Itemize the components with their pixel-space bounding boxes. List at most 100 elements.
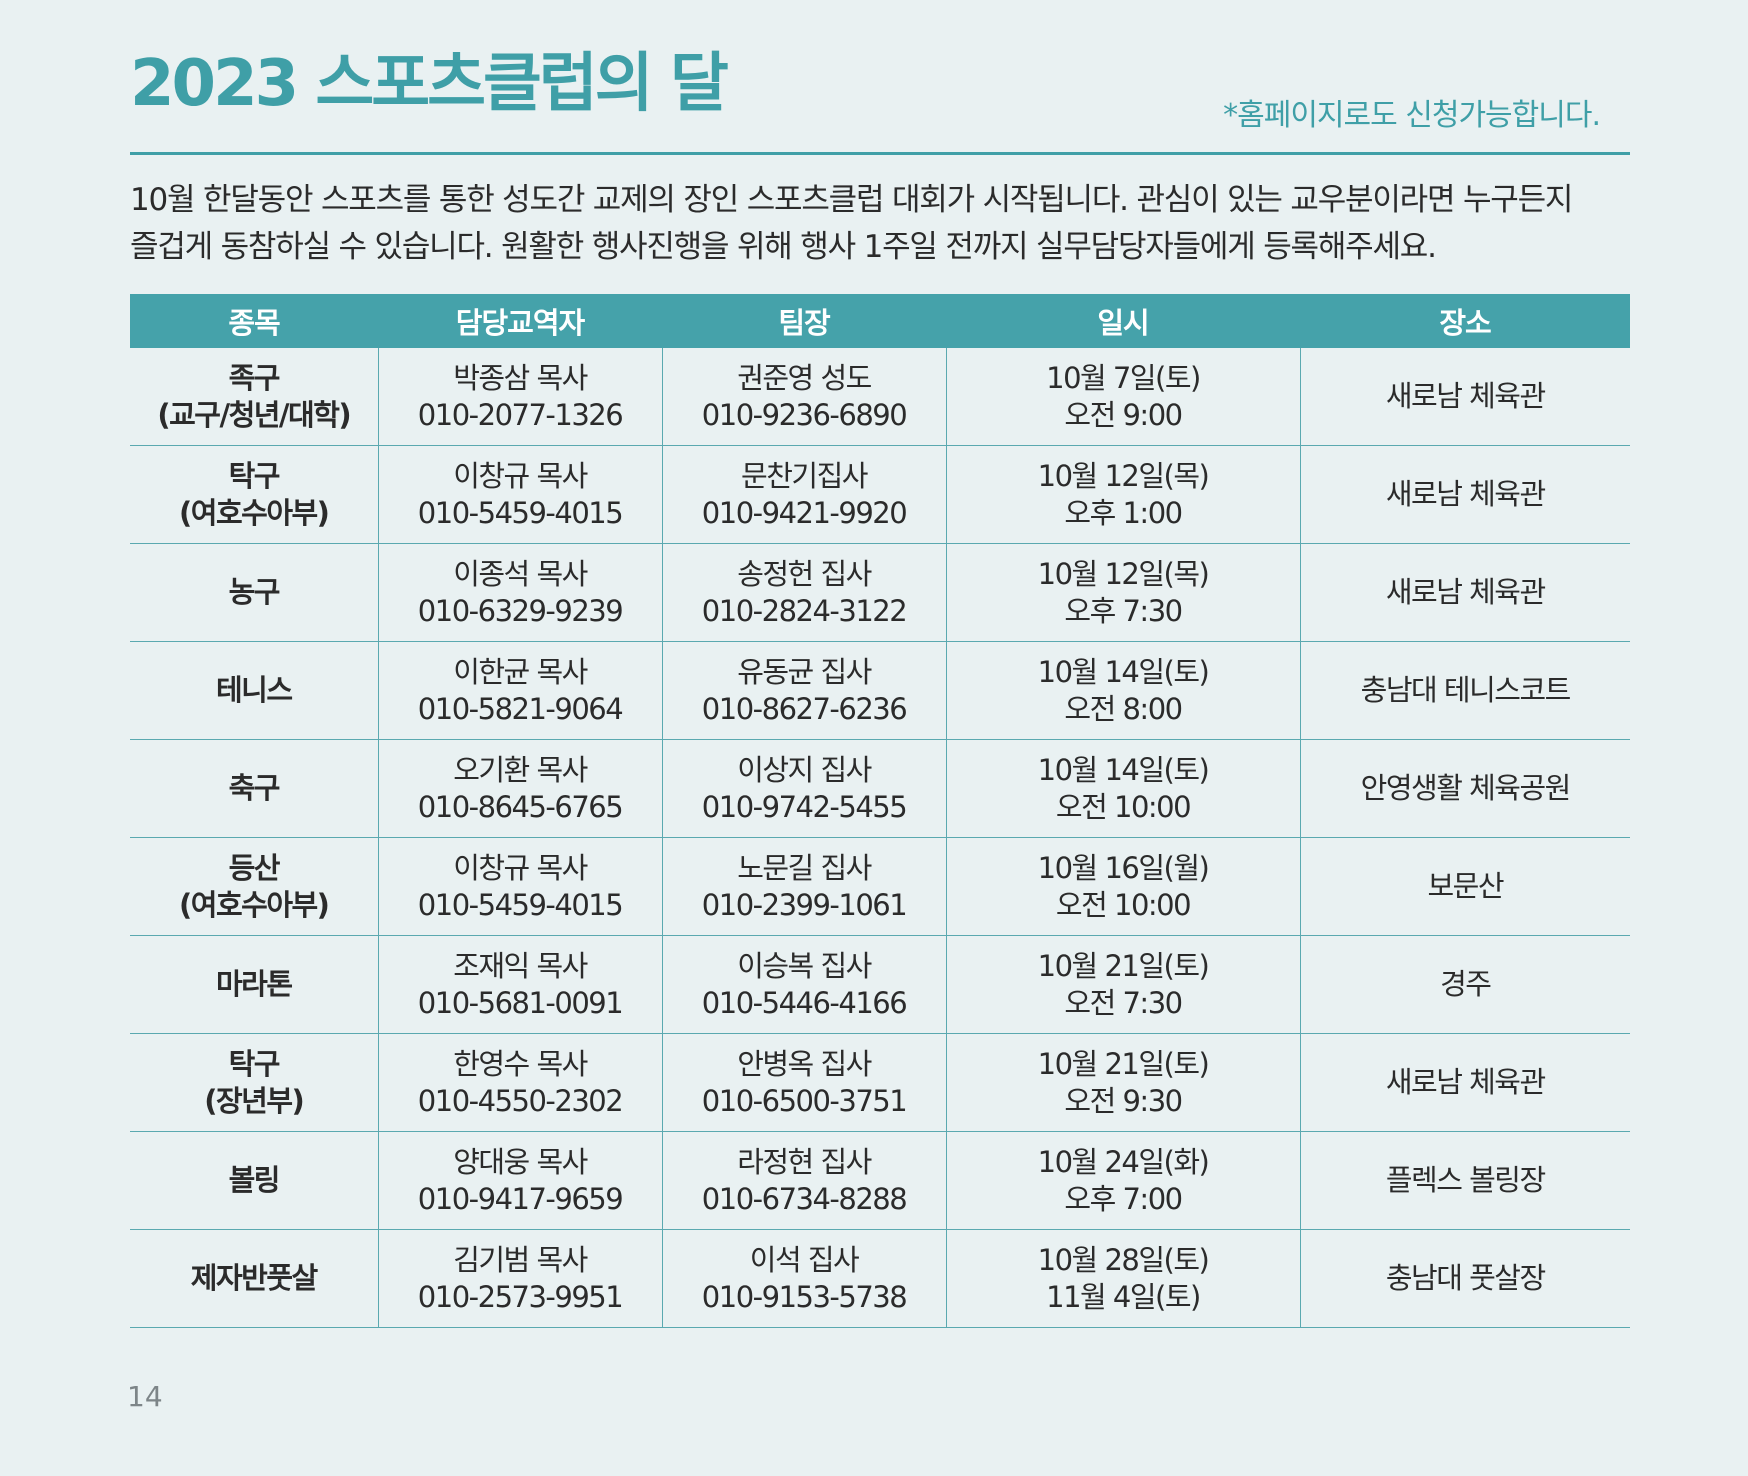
cell-datetime-line: 10월 28일(토) [1037,1242,1210,1277]
cell-place-line: 충남대 풋살장 [1385,1261,1546,1295]
cell-leader-line: 010-5446-4166 [701,985,908,1020]
cell-leader-line: 010-9153-5738 [701,1279,908,1314]
cell-pastor-line: 양대웅 목사 [453,1144,588,1179]
cell-place: 충남대 테니스코트 [1299,641,1630,740]
table-row: 탁구 (여호수아부) 이창규 목사 010-5459-4015 문찬기집사 010-942… [130,445,1630,544]
cell-pastor-line: 010-5821-9064 [417,691,624,726]
cell-place: 새로남 체육관 [1299,348,1630,446]
cell-pastor-line: 010-4550-2302 [417,1083,624,1118]
cell-pastor-line: 010-9417-9659 [417,1181,624,1216]
cell-place: 새로남 체육관 [1299,1033,1630,1132]
cell-event: 볼링 [130,1131,378,1230]
cell-leader-line: 010-6500-3751 [701,1083,908,1118]
cell-event-line: 볼링 [228,1163,281,1197]
cell-pastor-line: 010-5459-4015 [417,887,624,922]
cell-leader-line: 라정현 집사 [737,1144,872,1179]
cell-event-line: 축구 [228,771,281,805]
cell-datetime-line: 오후 7:30 [1064,593,1183,628]
schedule-table: 종목 담당교역자 팀장 일시 장소 족구 (교구/청년/대학) 박종삼 목사 010-… [130,294,1630,1328]
cell-place-line: 새로남 체육관 [1385,1065,1546,1099]
cell-pastor-line: 이종석 목사 [453,556,588,591]
cell-datetime: 10월 7일(토) 오전 9:00 [945,348,1300,446]
cell-event-line: (여호수아부) [179,495,330,530]
cell-leader-line: 노문길 집사 [737,850,872,885]
cell-pastor-line: 010-2077-1326 [417,397,624,432]
cell-datetime-line: 10월 21일(토) [1037,948,1210,983]
page-container: 2023 스포츠클럽의 달 *홈페이지로도 신청가능합니다. 10월 한달동안 … [130,0,1630,1328]
cell-event-line: 마라톤 [215,967,293,1001]
cell-pastor-line: 박종삼 목사 [453,360,588,395]
cell-pastor: 이한균 목사 010-5821-9064 [377,641,662,740]
cell-leader-line: 010-9742-5455 [701,789,908,824]
cell-place: 경주 [1299,935,1630,1034]
cell-place: 충남대 풋살장 [1299,1229,1630,1328]
cell-datetime-line: 10월 12일(목) [1037,458,1210,493]
cell-datetime-line: 10월 14일(토) [1037,752,1210,787]
cell-leader: 문찬기집사 010-9421-9920 [661,445,946,544]
cell-event: 테니스 [130,641,378,740]
cell-leader-line: 010-9421-9920 [701,495,908,530]
cell-leader-line: 010-2824-3122 [701,593,908,628]
table-row: 제자반풋살 김기범 목사 010-2573-9951 이석 집사 010-9153-57… [130,1229,1630,1328]
table-row: 축구 오기환 목사 010-8645-6765 이상지 집사 010-9742-5455… [130,739,1630,838]
cell-datetime-line: 오전 10:00 [1055,887,1192,922]
cell-place: 플렉스 볼링장 [1299,1131,1630,1230]
cell-leader: 라정현 집사 010-6734-8288 [661,1131,946,1230]
cell-event: 등산 (여호수아부) [130,837,378,936]
cell-datetime: 10월 14일(토) 오전 10:00 [945,739,1300,838]
cell-event-line: (장년부) [204,1083,305,1118]
cell-place-line: 플렉스 볼링장 [1385,1163,1546,1197]
cell-place-line: 충남대 테니스코트 [1360,673,1572,707]
cell-datetime: 10월 21일(토) 오전 7:30 [945,935,1300,1034]
table-row: 마라톤 조재익 목사 010-5681-0091 이승복 집사 010-5446-416… [130,935,1630,1034]
cell-leader-line: 010-9236-6890 [701,397,908,432]
cell-leader: 권준영 성도 010-9236-6890 [661,348,946,446]
cell-event-line: 농구 [228,575,281,609]
cell-leader-line: 안병옥 집사 [737,1046,872,1081]
cell-event-line: 테니스 [215,673,293,707]
cell-datetime-line: 오전 9:30 [1064,1083,1183,1118]
header-place: 장소 [1300,294,1630,348]
intro-line-2: 즐겁게 동참하실 수 있습니다. 원활한 행사진행을 위해 행사 1주일 전까지… [130,229,1437,265]
cell-place: 보문산 [1299,837,1630,936]
cell-datetime-line: 오전 9:00 [1064,397,1183,432]
cell-datetime-line: 오전 8:00 [1064,691,1183,726]
cell-pastor: 이창규 목사 010-5459-4015 [377,837,662,936]
cell-datetime-line: 10월 16일(월) [1037,850,1210,885]
cell-place-line: 보문산 [1427,869,1504,903]
cell-pastor: 김기범 목사 010-2573-9951 [377,1229,662,1328]
cell-datetime-line: 10월 12일(목) [1037,556,1210,591]
cell-event: 탁구 (장년부) [130,1033,378,1132]
cell-leader-line: 문찬기집사 [741,458,868,493]
cell-leader-line: 010-2399-1061 [701,887,908,922]
cell-pastor: 이창규 목사 010-5459-4015 [377,445,662,544]
cell-datetime: 10월 21일(토) 오전 9:30 [945,1033,1300,1132]
cell-leader-line: 010-8627-6236 [701,691,908,726]
cell-leader-line: 이승복 집사 [737,948,872,983]
cell-pastor: 한영수 목사 010-4550-2302 [377,1033,662,1132]
cell-datetime-line: 오전 7:30 [1064,985,1183,1020]
intro-paragraph: 10월 한달동안 스포츠를 통한 성도간 교제의 장인 스포츠클럽 대회가 시작… [130,177,1630,271]
cell-leader-line: 010-6734-8288 [701,1181,908,1216]
cell-leader: 이상지 집사 010-9742-5455 [661,739,946,838]
cell-datetime: 10월 12일(목) 오후 1:00 [945,445,1300,544]
table-header-row: 종목 담당교역자 팀장 일시 장소 [130,294,1630,348]
cell-place: 새로남 체육관 [1299,445,1630,544]
cell-event-line: 탁구 [228,458,281,493]
cell-place-line: 새로남 체육관 [1385,575,1546,609]
table-row: 볼링 양대웅 목사 010-9417-9659 라정현 집사 010-6734-8288… [130,1131,1630,1230]
cell-pastor-line: 010-6329-9239 [417,593,624,628]
cell-leader: 노문길 집사 010-2399-1061 [661,837,946,936]
cell-datetime: 10월 24일(화) 오후 7:00 [945,1131,1300,1230]
cell-place-line: 안영생활 체육공원 [1360,771,1572,805]
cell-leader-line: 유동균 집사 [737,654,872,689]
cell-event-line: 등산 [228,850,281,885]
header-event: 종목 [130,294,378,348]
page-header: 2023 스포츠클럽의 달 *홈페이지로도 신청가능합니다. [130,0,1630,155]
table-row: 테니스 이한균 목사 010-5821-9064 유동균 집사 010-8627-623… [130,641,1630,740]
cell-event: 축구 [130,739,378,838]
table-row: 족구 (교구/청년/대학) 박종삼 목사 010-2077-1326 권준영 성도 010… [130,348,1630,446]
cell-datetime-line: 10월 14일(토) [1037,654,1210,689]
cell-datetime: 10월 28일(토) 11월 4일(토) [945,1229,1300,1328]
cell-event-line: 제자반풋살 [190,1261,318,1295]
